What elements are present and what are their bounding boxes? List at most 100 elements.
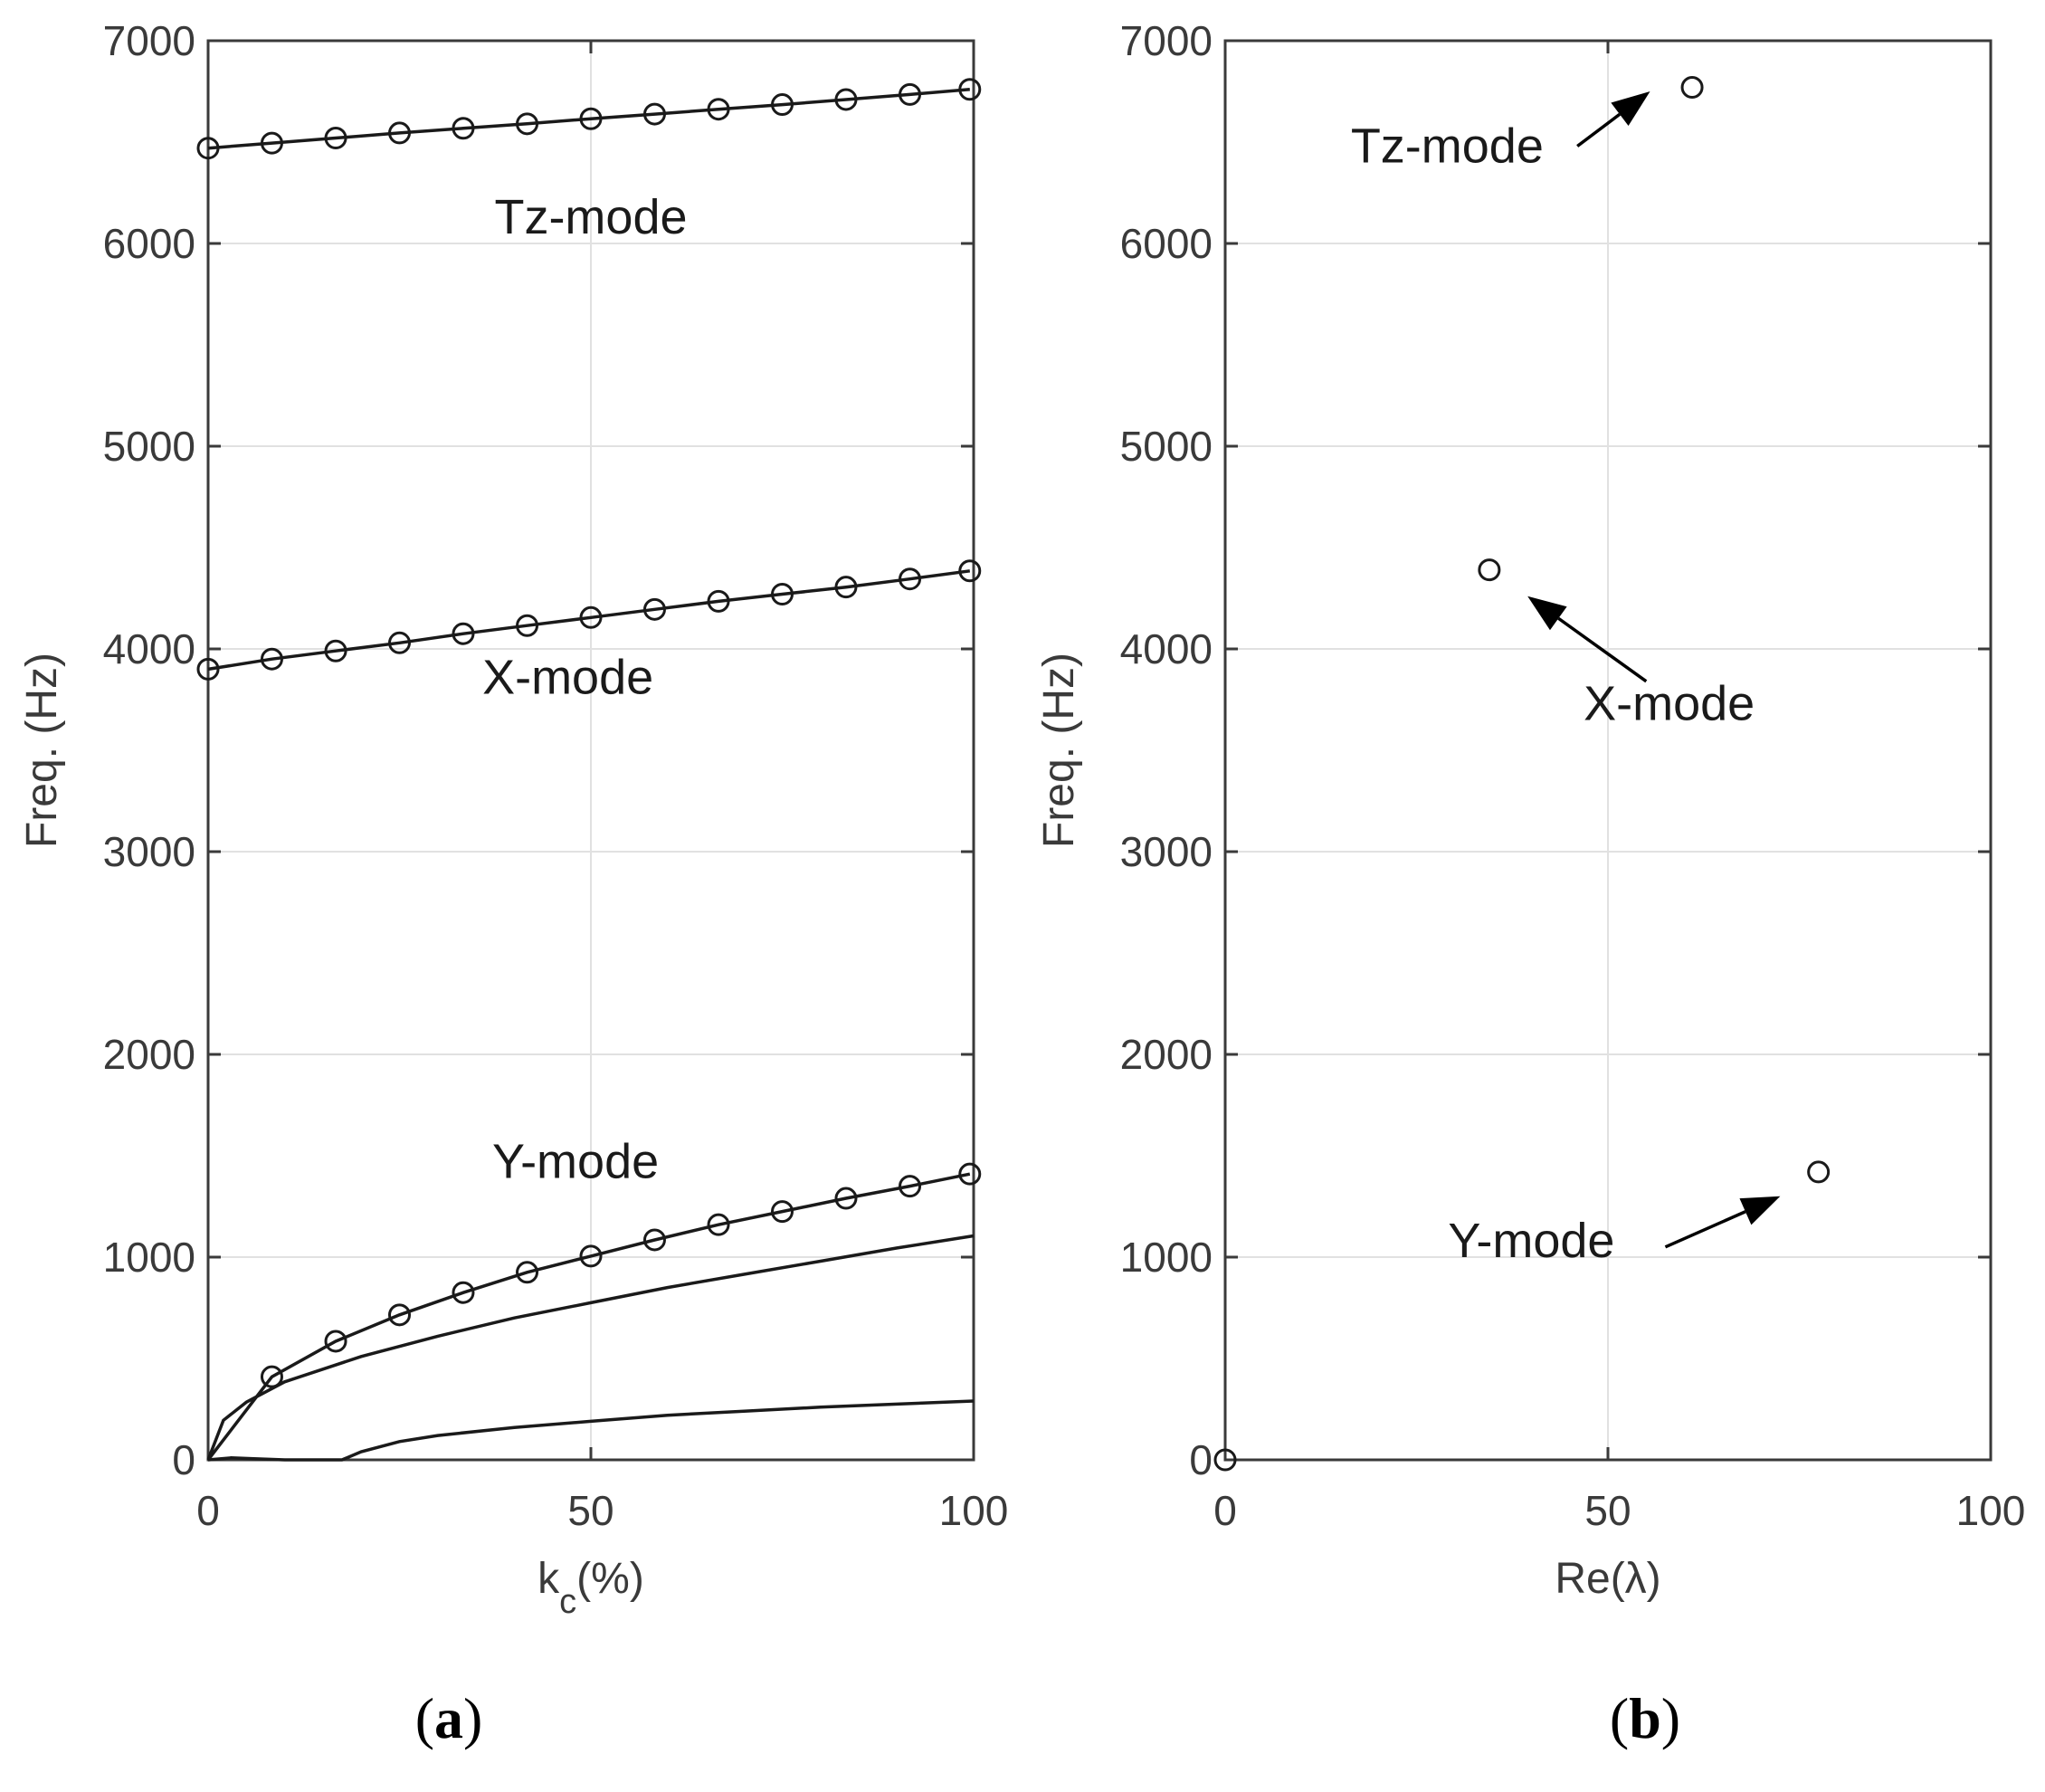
chart-a-marker-x-mode-4 xyxy=(452,622,475,645)
chart-b-arrows xyxy=(1527,91,1781,1249)
chart-a-marker-x-mode-6 xyxy=(579,605,603,629)
chart-a-marker-y-mode-6 xyxy=(579,1244,603,1268)
chart-b-xtick-label-50: 50 xyxy=(1584,1487,1631,1534)
chart-a-ytick-label-6000: 6000 xyxy=(103,220,195,267)
chart-a-marker-y-mode-1 xyxy=(260,1365,283,1388)
chart-a-marker-tz-mode-8 xyxy=(707,98,730,121)
chart-a-marker-tz-mode-5 xyxy=(516,112,539,136)
chart-a-marker-x-mode-2 xyxy=(324,639,347,662)
chart-a-annotation-tz-mode: Tz-mode xyxy=(494,190,687,244)
chart-a-marker-y-mode-5 xyxy=(516,1261,539,1284)
chart-b-ytick-label-2000: 2000 xyxy=(1120,1031,1213,1078)
chart-a-marker-x-mode-11 xyxy=(899,567,922,591)
chart-b-y-axis-label: Freq. (Hz) xyxy=(1035,653,1083,848)
chart-b-points xyxy=(1213,76,1831,1472)
chart-b-arrow-line-0 xyxy=(1576,112,1622,148)
chart-a-series xyxy=(196,78,982,1462)
chart-a-x-axis-label-tail: (%) xyxy=(576,1555,644,1603)
chart-b-point-0 xyxy=(1213,1448,1237,1472)
chart-a: 0 1000 2000 3000 4000 5000 6000 7000 0 50 100 Freq… xyxy=(18,17,1008,1750)
chart-b-panel-letter: b xyxy=(1629,1686,1661,1750)
chart-b-ytick-label-5000: 5000 xyxy=(1120,423,1213,470)
chart-a-marker-tz-mode-2 xyxy=(324,127,347,150)
chart-a-marker-y-mode-7 xyxy=(642,1228,666,1252)
chart-b-ytick-label-0: 0 xyxy=(1189,1436,1213,1483)
chart-a-marker-tz-mode-7 xyxy=(642,102,666,126)
chart-a-ytick-label-5000: 5000 xyxy=(103,423,195,470)
chart-a-panel-letter: a xyxy=(434,1686,463,1750)
chart-a-marker-y-mode-3 xyxy=(388,1303,411,1327)
chart-b-point-3 xyxy=(1807,1160,1831,1184)
chart-a-marker-x-mode-10 xyxy=(834,576,858,599)
chart-a-marker-tz-mode-11 xyxy=(899,82,922,106)
chart-b-xtick-label-100: 100 xyxy=(1956,1487,2026,1534)
chart-a-marker-y-mode-10 xyxy=(834,1187,858,1210)
chart-a-marker-tz-mode-6 xyxy=(579,107,603,130)
chart-a-series-line-y-mode xyxy=(206,1172,971,1462)
chart-a-ytick-label-2000: 2000 xyxy=(103,1031,195,1078)
chart-a-panel-label: (a) xyxy=(415,1686,483,1750)
chart-a-ytick-label-1000: 1000 xyxy=(103,1234,195,1281)
chart-a-marker-x-mode-1 xyxy=(260,647,283,671)
chart-a-marker-y-mode-2 xyxy=(324,1330,347,1353)
chart-a-marker-tz-mode-0 xyxy=(196,137,220,160)
chart-b-x-axis-label: Re(λ) xyxy=(1555,1555,1660,1603)
chart-b-gridlines xyxy=(1225,41,1991,1460)
chart-a-x-axis-label: kc(%) xyxy=(537,1555,644,1621)
chart-a-xtick-label-50: 50 xyxy=(567,1487,614,1534)
chart-a-series-line-y-mode-lower-branch xyxy=(206,1234,975,1461)
chart-b-arrow-line-1 xyxy=(1557,616,1648,683)
chart-a-marker-tz-mode-1 xyxy=(260,131,283,155)
chart-b-annotation-tz-mode: Tz-mode xyxy=(1351,119,1544,173)
chart-b-ticks: 0 1000 2000 3000 4000 5000 6000 7000 0 50 100 xyxy=(1120,17,2026,1534)
chart-b-arrow-head-2 xyxy=(1739,1196,1781,1225)
chart-a-xtick-label-100: 100 xyxy=(939,1487,1009,1534)
chart-a-marker-tz-mode-9 xyxy=(771,93,794,117)
chart-b-ytick-label-4000: 4000 xyxy=(1120,625,1213,672)
chart-a-gridlines xyxy=(208,41,974,1460)
chart-b-panel-label: (b) xyxy=(1610,1686,1680,1750)
chart-a-x-axis-label-sub: c xyxy=(559,1583,576,1621)
chart-a-x-axis-label-base: k xyxy=(537,1555,560,1603)
chart-a-marker-y-mode-11 xyxy=(899,1175,922,1198)
chart-b-point-1 xyxy=(1478,558,1501,582)
chart-b-arrow-head-0 xyxy=(1611,91,1650,127)
chart-a-series-line-lowest-branch xyxy=(207,1399,975,1462)
chart-a-ytick-label-7000: 7000 xyxy=(103,17,195,64)
chart-a-y-axis-label: Freq. (Hz) xyxy=(18,653,66,848)
chart-a-xtick-label-0: 0 xyxy=(196,1487,220,1534)
chart-b-arrow-line-2 xyxy=(1664,1210,1746,1249)
chart-b-annotation-x-mode: X-mode xyxy=(1584,676,1755,730)
chart-a-marker-x-mode-5 xyxy=(516,614,539,637)
chart-a-marker-x-mode-0 xyxy=(196,657,220,681)
chart-a-marker-tz-mode-3 xyxy=(388,121,411,145)
chart-a-marker-x-mode-12 xyxy=(958,559,982,583)
chart-b-ytick-label-7000: 7000 xyxy=(1120,17,1213,64)
chart-a-series-line-x-mode xyxy=(207,569,971,672)
chart-a-marker-tz-mode-10 xyxy=(834,88,858,111)
chart-b-ytick-label-3000: 3000 xyxy=(1120,828,1213,875)
chart-a-annotation-x-mode: X-mode xyxy=(482,650,653,704)
chart-a-marker-tz-mode-4 xyxy=(452,117,475,140)
chart-b-ytick-label-1000: 1000 xyxy=(1120,1234,1213,1281)
chart-b-point-2 xyxy=(1680,76,1704,100)
chart-a-ytick-label-4000: 4000 xyxy=(103,625,195,672)
chart-a-marker-y-mode-8 xyxy=(707,1213,730,1236)
chart-a-marker-x-mode-8 xyxy=(707,589,730,613)
chart-a-marker-y-mode-12 xyxy=(958,1162,982,1186)
chart-a-marker-y-mode-9 xyxy=(771,1200,794,1224)
chart-a-marker-x-mode-3 xyxy=(388,631,411,654)
chart-a-marker-x-mode-9 xyxy=(771,583,794,606)
chart-a-marker-y-mode-4 xyxy=(452,1281,475,1304)
chart-a-ytick-label-0: 0 xyxy=(172,1436,195,1483)
chart-b-arrow-head-1 xyxy=(1527,596,1567,631)
chart-a-series-line-tz-mode xyxy=(207,88,970,150)
chart-b-ytick-label-6000: 6000 xyxy=(1120,220,1213,267)
chart-b-xtick-label-0: 0 xyxy=(1213,1487,1237,1534)
chart-a-ytick-label-3000: 3000 xyxy=(103,828,195,875)
chart-a-marker-tz-mode-12 xyxy=(958,78,982,101)
chart-a-marker-x-mode-7 xyxy=(642,597,666,621)
chart-a-annotation-y-mode: Y-mode xyxy=(492,1135,659,1189)
chart-a-ticks: 0 1000 2000 3000 4000 5000 6000 7000 0 50 100 xyxy=(103,17,1009,1534)
